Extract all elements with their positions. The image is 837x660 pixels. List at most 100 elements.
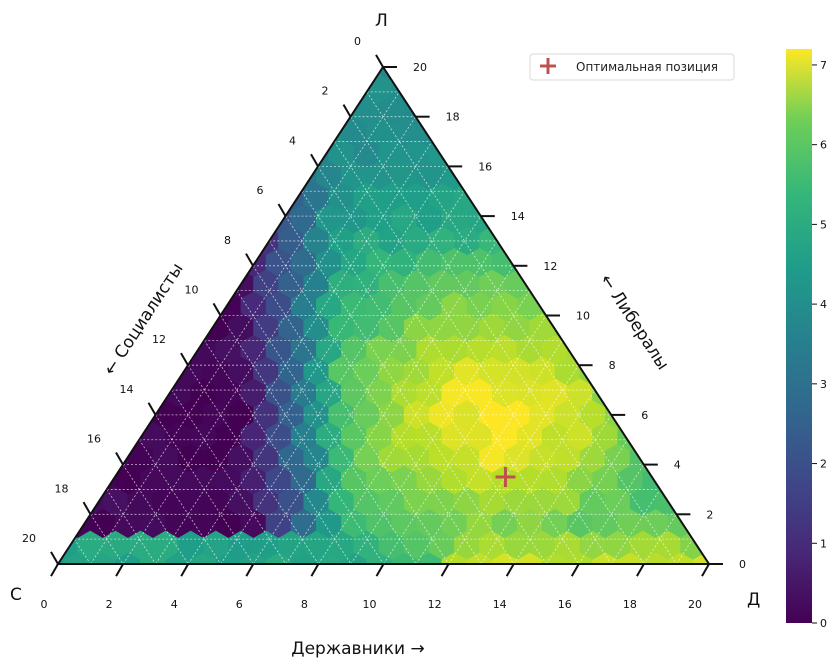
gridline-s bbox=[252, 265, 449, 564]
bottom-tick bbox=[310, 563, 320, 577]
bottom-tick-label: 2 bbox=[106, 598, 113, 611]
left-tick-label: 2 bbox=[322, 85, 329, 98]
colorbar-rect bbox=[786, 49, 812, 623]
hex-cell bbox=[89, 552, 116, 564]
bottom-tick-label: 20 bbox=[688, 598, 702, 611]
hex-cell bbox=[416, 552, 443, 564]
bottom-tick bbox=[245, 563, 255, 577]
right-tick-label: 8 bbox=[609, 359, 616, 372]
hex-cell bbox=[341, 552, 367, 564]
gridline-s bbox=[220, 315, 384, 564]
right-tick-label: 0 bbox=[739, 558, 746, 571]
corner-label-left: С bbox=[10, 585, 22, 605]
gridline-d bbox=[448, 364, 579, 564]
colorbar: 0 1 2 3 4 5 6 7 bbox=[786, 49, 827, 630]
right-axis-title: ← Либералы bbox=[596, 271, 673, 374]
gridline-d bbox=[383, 315, 547, 564]
colorbar-tick-label: 1 bbox=[820, 537, 827, 550]
left-tick bbox=[212, 302, 222, 316]
bottom-tick bbox=[636, 563, 645, 577]
colorbar-tick-label: 6 bbox=[820, 139, 827, 152]
left-tick-label: 0 bbox=[354, 35, 361, 48]
hex-cell bbox=[290, 552, 317, 564]
colorbar-ticks: 0 1 2 3 4 5 6 7 bbox=[812, 59, 827, 630]
bottom-tick bbox=[440, 563, 450, 577]
ticks-layer: 0 2 4 6 8 10 12 14 16 18 20 0 2 4 6 8 10 12 14 16 18 20 0 2 4 6 8 1… bbox=[22, 35, 746, 611]
hex-cell bbox=[617, 552, 644, 564]
hex-cell bbox=[466, 552, 493, 564]
hex-cell bbox=[265, 552, 292, 564]
corner-label-top: Л bbox=[375, 11, 388, 31]
gridline-d bbox=[611, 489, 661, 564]
hex-cell bbox=[165, 552, 191, 564]
bottom-axis-title: Державники → bbox=[291, 639, 424, 659]
gridline-s bbox=[73, 538, 91, 564]
hex-cell bbox=[391, 552, 418, 564]
bottom-tick bbox=[375, 563, 385, 577]
hex-cell bbox=[441, 552, 468, 564]
right-tick-label: 20 bbox=[413, 61, 427, 74]
bottom-tick bbox=[505, 563, 515, 577]
gridline-s bbox=[285, 215, 515, 564]
left-tick-label: 20 bbox=[22, 532, 36, 545]
corner-label-right: Д bbox=[747, 590, 760, 610]
hex-cell bbox=[567, 552, 593, 564]
left-tick bbox=[342, 104, 352, 118]
right-tick-label: 18 bbox=[446, 111, 460, 124]
hex-cell bbox=[140, 552, 166, 564]
gridline-d bbox=[643, 514, 677, 564]
bottom-tick-label: 4 bbox=[171, 598, 178, 611]
left-tick-label: 12 bbox=[152, 333, 166, 346]
hex-cell bbox=[190, 552, 217, 564]
hex-cell bbox=[115, 552, 141, 564]
bottom-tick-label: 16 bbox=[558, 598, 572, 611]
gridline-s bbox=[138, 439, 222, 564]
gridline-s bbox=[106, 489, 156, 564]
hex-cell bbox=[240, 552, 267, 564]
bottom-tick-label: 12 bbox=[428, 598, 442, 611]
optimal-position-marker bbox=[495, 467, 516, 488]
right-tick-label: 12 bbox=[543, 260, 557, 273]
left-tick bbox=[50, 551, 59, 565]
colorbar-tick-label: 5 bbox=[820, 218, 827, 231]
hex-cell bbox=[592, 552, 618, 564]
gridline-s bbox=[203, 340, 352, 564]
right-tick-label: 4 bbox=[674, 459, 681, 472]
bottom-tick bbox=[180, 563, 190, 577]
gridline-s bbox=[90, 514, 124, 564]
left-tick bbox=[310, 153, 319, 167]
gridline-d bbox=[187, 166, 449, 564]
left-tick bbox=[82, 501, 92, 515]
left-tick-label: 14 bbox=[120, 383, 134, 396]
bottom-tick-label: 14 bbox=[493, 598, 507, 611]
right-tick-label: 14 bbox=[511, 210, 525, 223]
gridline-s bbox=[236, 290, 417, 564]
colorbar-tick-label: 7 bbox=[820, 59, 827, 72]
legend-label: Оптимальная позиция bbox=[576, 60, 718, 74]
left-tick bbox=[245, 253, 254, 267]
bottom-tick bbox=[701, 563, 710, 577]
hex-cell bbox=[642, 552, 669, 564]
colorbar-tick-label: 0 bbox=[820, 617, 827, 630]
gridline-s bbox=[333, 141, 612, 564]
gridline-d bbox=[513, 414, 612, 564]
hex-cell bbox=[315, 552, 342, 564]
bottom-tick-label: 10 bbox=[363, 598, 377, 611]
left-tick bbox=[180, 352, 189, 366]
left-tick-label: 6 bbox=[257, 184, 264, 197]
left-tick-label: 8 bbox=[224, 234, 231, 247]
grid-layer bbox=[73, 91, 694, 564]
left-tick bbox=[147, 402, 157, 416]
bottom-tick-label: 0 bbox=[41, 598, 48, 611]
bottom-tick-label: 8 bbox=[301, 598, 308, 611]
gridline-d bbox=[350, 290, 531, 564]
colorbar-tick-label: 4 bbox=[820, 298, 827, 311]
colorbar-tick-label: 3 bbox=[820, 378, 827, 391]
bottom-tick bbox=[50, 563, 59, 577]
hex-cell bbox=[516, 552, 543, 564]
right-tick-label: 2 bbox=[706, 508, 713, 521]
left-tick bbox=[277, 203, 287, 217]
left-tick-label: 10 bbox=[185, 284, 199, 297]
bottom-tick-label: 18 bbox=[623, 598, 637, 611]
gridline-d bbox=[252, 215, 482, 564]
